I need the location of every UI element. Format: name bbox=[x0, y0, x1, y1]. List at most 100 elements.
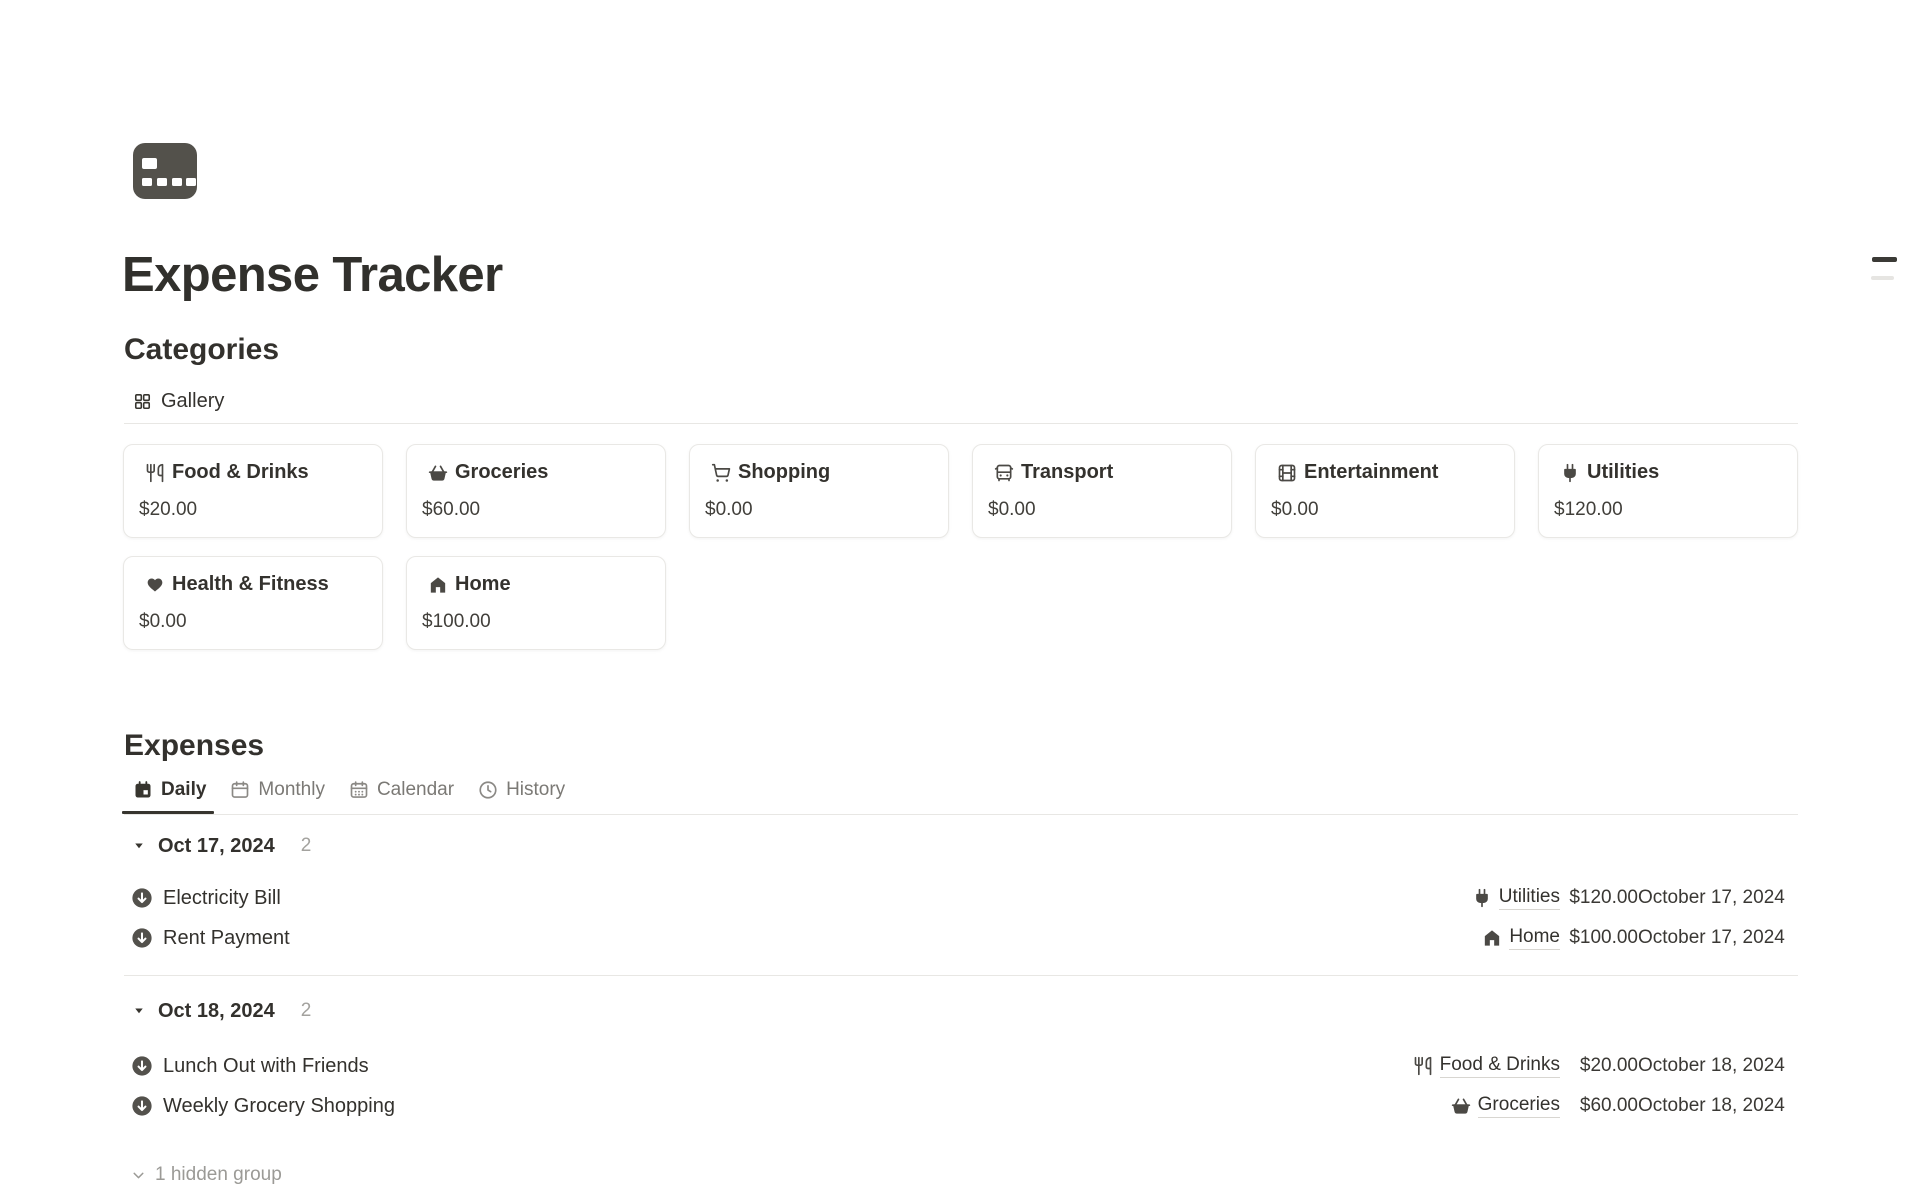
tab-calendar[interactable]: Calendar bbox=[349, 779, 454, 801]
categories-heading: Categories bbox=[124, 333, 280, 366]
expense-date: October 18, 2024 bbox=[1638, 1055, 1785, 1076]
category-link-groceries[interactable]: Groceries bbox=[1451, 1094, 1560, 1118]
category-card-amount: $20.00 bbox=[139, 499, 198, 520]
expenses-view-tabs: Daily Monthly Calendar bbox=[133, 776, 565, 804]
utensils-icon bbox=[145, 463, 165, 483]
sidebar-handle-shadow bbox=[1871, 276, 1894, 280]
category-card-groceries[interactable]: Groceries $60.00 bbox=[406, 444, 666, 538]
clock-icon bbox=[478, 780, 498, 800]
calendar-check-icon bbox=[133, 780, 153, 800]
credit-card-chip bbox=[142, 158, 157, 169]
expense-row-lunch-out[interactable]: Lunch Out with Friends Food & Drinks $20… bbox=[124, 1046, 1785, 1086]
tab-monthly[interactable]: Monthly bbox=[230, 779, 325, 801]
category-link-food-drinks[interactable]: Food & Drinks bbox=[1413, 1054, 1560, 1078]
divider bbox=[124, 814, 1798, 815]
category-card-name: Groceries bbox=[455, 461, 549, 483]
plug-icon bbox=[1472, 888, 1492, 908]
expense-title[interactable]: Rent Payment bbox=[163, 926, 290, 949]
tab-label: Monthly bbox=[258, 779, 325, 800]
sidebar-handle-icon[interactable] bbox=[1872, 257, 1897, 262]
category-card-utilities[interactable]: Utilities $120.00 bbox=[1538, 444, 1798, 538]
category-card-shopping[interactable]: Shopping $0.00 bbox=[689, 444, 949, 538]
category-link-label[interactable]: Groceries bbox=[1477, 1094, 1560, 1118]
arrow-down-circle-icon bbox=[131, 1095, 153, 1117]
expense-amount: $100.00 bbox=[1569, 927, 1638, 948]
category-card-name: Transport bbox=[1021, 461, 1114, 483]
expense-row-rent-payment[interactable]: Rent Payment Home $100.00 October 17, 20… bbox=[124, 918, 1785, 958]
expenses-heading: Expenses bbox=[124, 729, 265, 762]
divider bbox=[124, 423, 1798, 424]
tab-label: Calendar bbox=[376, 779, 455, 800]
category-card-amount: $0.00 bbox=[139, 611, 187, 632]
category-card-transport[interactable]: Transport $0.00 bbox=[972, 444, 1232, 538]
group-collapse-toggle-icon[interactable] bbox=[133, 1005, 145, 1017]
category-card-name: Home bbox=[455, 573, 511, 595]
tab-label: History bbox=[506, 779, 566, 800]
category-card-name: Health & Fitness bbox=[172, 573, 329, 595]
group-date[interactable]: Oct 18, 2024 bbox=[158, 999, 275, 1022]
expense-amount: $60.00 bbox=[1579, 1095, 1638, 1116]
category-card-name: Shopping bbox=[738, 461, 831, 483]
category-link-label[interactable]: Home bbox=[1509, 926, 1560, 950]
category-card-name: Utilities bbox=[1587, 461, 1660, 483]
category-card-food-drinks[interactable]: Food & Drinks $20.00 bbox=[123, 444, 383, 538]
group-header-oct-18: Oct 18, 2024 2 bbox=[133, 997, 311, 1025]
group-date[interactable]: Oct 17, 2024 bbox=[158, 834, 275, 857]
tab-daily[interactable]: Daily bbox=[133, 779, 206, 801]
group-collapse-toggle-icon[interactable] bbox=[133, 840, 145, 852]
chevron-down-icon bbox=[130, 1167, 147, 1184]
gallery-grid-icon bbox=[133, 392, 152, 411]
category-card-amount: $120.00 bbox=[1554, 499, 1623, 520]
category-gallery: Food & Drinks $20.00 Groceries $60.00 bbox=[123, 444, 1798, 650]
expense-title[interactable]: Lunch Out with Friends bbox=[163, 1054, 369, 1077]
group-count: 2 bbox=[300, 835, 312, 856]
calendar-icon bbox=[230, 780, 250, 800]
divider bbox=[124, 975, 1798, 976]
expense-row-electricity-bill[interactable]: Electricity Bill Utilities $120.00 Octob… bbox=[124, 878, 1785, 918]
shopping-basket-icon bbox=[428, 463, 448, 483]
tab-label: Daily bbox=[161, 779, 207, 800]
category-card-health-fitness[interactable]: Health & Fitness $0.00 bbox=[123, 556, 383, 650]
expense-title[interactable]: Weekly Grocery Shopping bbox=[163, 1094, 395, 1117]
expense-amount: $120.00 bbox=[1569, 887, 1638, 908]
category-card-home[interactable]: Home $100.00 bbox=[406, 556, 666, 650]
category-card-name: Food & Drinks bbox=[172, 461, 309, 483]
expense-row-weekly-grocery[interactable]: Weekly Grocery Shopping Groceries $60.00… bbox=[124, 1086, 1785, 1126]
category-link-label[interactable]: Utilities bbox=[1498, 886, 1560, 910]
expense-amount: $20.00 bbox=[1579, 1055, 1638, 1076]
tab-history[interactable]: History bbox=[478, 779, 565, 801]
view-tab-gallery[interactable]: Gallery bbox=[133, 388, 224, 414]
arrow-down-circle-icon bbox=[131, 1055, 153, 1077]
heart-icon bbox=[145, 575, 165, 595]
arrow-down-circle-icon bbox=[131, 887, 153, 909]
category-link-home[interactable]: Home bbox=[1482, 926, 1560, 950]
group-header-oct-17: Oct 17, 2024 2 bbox=[133, 832, 311, 860]
page-title[interactable]: Expense Tracker bbox=[122, 248, 503, 302]
bus-icon bbox=[994, 463, 1014, 483]
category-card-entertainment[interactable]: Entertainment $0.00 bbox=[1255, 444, 1515, 538]
hidden-groups-toggle[interactable]: 1 hidden group bbox=[130, 1162, 282, 1188]
calendar-days-icon bbox=[349, 780, 369, 800]
expense-title[interactable]: Electricity Bill bbox=[163, 886, 281, 909]
shopping-cart-icon bbox=[711, 463, 731, 483]
shopping-basket-icon bbox=[1451, 1096, 1471, 1116]
hidden-groups-label: 1 hidden group bbox=[155, 1164, 282, 1185]
expense-date: October 17, 2024 bbox=[1638, 927, 1785, 948]
group-count: 2 bbox=[300, 1000, 312, 1021]
film-icon bbox=[1277, 463, 1297, 483]
category-card-amount: $0.00 bbox=[1271, 499, 1319, 520]
active-tab-underline bbox=[122, 811, 214, 814]
category-link-label[interactable]: Food & Drinks bbox=[1439, 1054, 1560, 1078]
category-card-amount: $0.00 bbox=[705, 499, 753, 520]
category-card-amount: $60.00 bbox=[422, 499, 481, 520]
house-icon bbox=[428, 575, 448, 595]
category-card-name: Entertainment bbox=[1304, 461, 1439, 483]
category-card-amount: $100.00 bbox=[422, 611, 491, 632]
expense-date: October 17, 2024 bbox=[1638, 887, 1785, 908]
arrow-down-circle-icon bbox=[131, 927, 153, 949]
credit-card-icon[interactable] bbox=[133, 143, 197, 199]
house-icon bbox=[1482, 928, 1502, 948]
utensils-icon bbox=[1413, 1056, 1433, 1076]
category-link-utilities[interactable]: Utilities bbox=[1472, 886, 1560, 910]
